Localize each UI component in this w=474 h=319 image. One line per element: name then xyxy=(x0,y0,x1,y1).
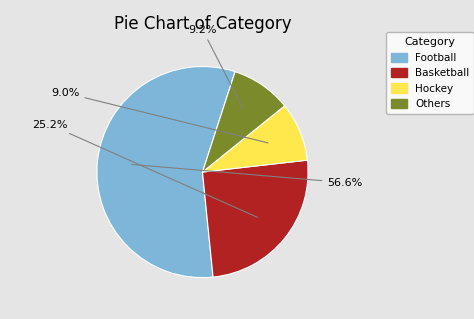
Wedge shape xyxy=(202,72,285,172)
Legend: Football, Basketball, Hockey, Others: Football, Basketball, Hockey, Others xyxy=(386,32,474,114)
Wedge shape xyxy=(202,106,307,172)
Wedge shape xyxy=(97,66,235,278)
Title: Pie Chart of Category: Pie Chart of Category xyxy=(114,15,292,33)
Text: 56.6%: 56.6% xyxy=(132,164,363,188)
Text: 9.2%: 9.2% xyxy=(188,25,243,109)
Text: 9.0%: 9.0% xyxy=(51,88,268,143)
Wedge shape xyxy=(202,160,308,277)
Text: 25.2%: 25.2% xyxy=(32,120,257,217)
